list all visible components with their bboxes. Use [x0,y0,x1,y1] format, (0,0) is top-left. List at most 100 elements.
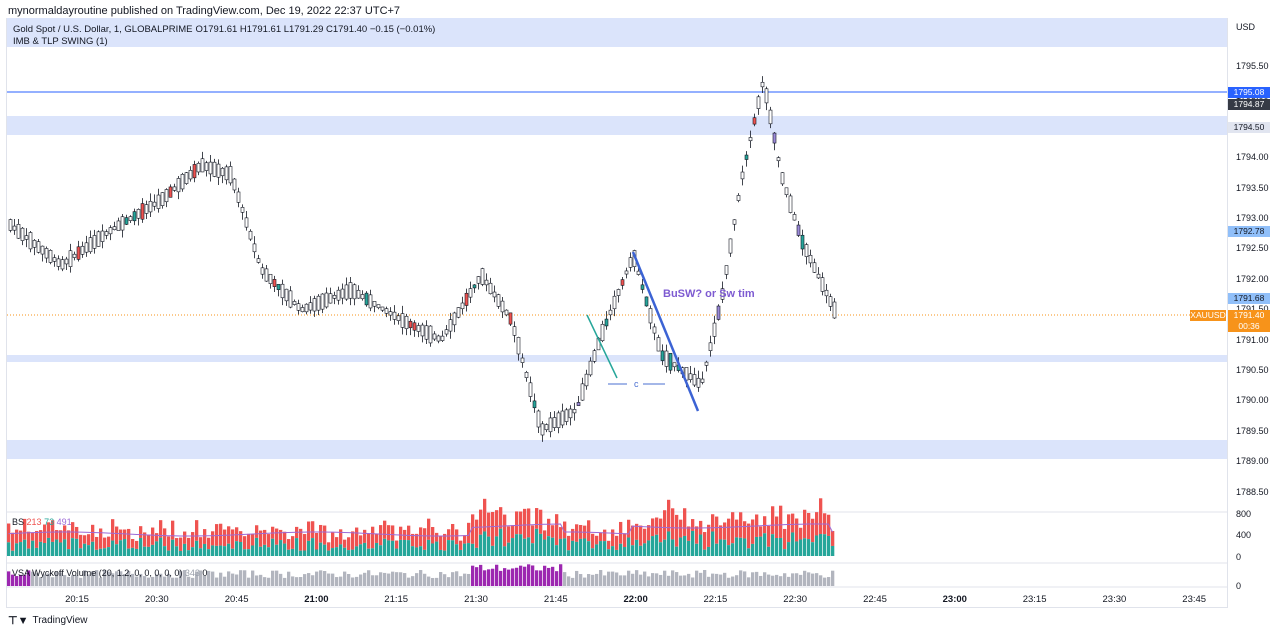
bs-bar-buy [175,546,179,556]
vsa-volume-bar [707,576,711,586]
candle-body [192,164,197,179]
candle-body [180,174,185,190]
bs-bar-sell [807,512,811,540]
bs-bar-buy [87,545,91,556]
vsa-volume-bar [375,575,379,586]
vsa-volume-bar [287,571,291,586]
vsa-volume-bar [363,572,367,586]
bs-bar-sell [395,540,399,549]
vsa-volume-bar [63,574,67,586]
bs-bar-buy [539,533,543,556]
bs-bar-buy [767,546,771,556]
bs-bar-buy [811,542,815,556]
legend-symbol[interactable]: Gold Spot / U.S. Dollar, 1, GLOBALPRIME [13,24,193,35]
vsa-volume-bar [747,577,751,586]
bs-bar-buy [439,549,443,556]
candle-body [272,279,277,287]
bs-bar-buy [551,537,555,556]
candle-body [276,284,281,290]
vsa-volume-bar [343,571,347,586]
vsa-volume-bar [527,564,531,586]
bs-bar-sell [771,506,775,535]
bs-bar-buy [507,542,511,556]
candle-body [772,132,777,144]
chart-legend[interactable]: Gold Spot / U.S. Dollar, 1, GLOBALPRIME O… [13,24,435,48]
bs-bar-buy [687,540,691,556]
candle-body [184,172,189,184]
vsa-volume-bar [535,570,539,586]
candle-body [60,259,65,270]
bs-bar-buy [51,541,55,556]
bs-bar-sell [419,527,423,547]
bs-bar-sell [447,529,451,541]
bs-bar-sell [527,508,531,538]
bs-bar-buy [91,541,95,556]
bs-bar-sell [243,536,247,550]
candle-body [560,410,565,426]
bs-bar-buy [471,543,475,556]
vsa-volume-bar [59,572,63,586]
vsa-volume-bar [411,576,415,586]
bs-bar-sell [47,522,51,538]
candle-body [444,329,449,335]
bs-bar-buy [595,544,599,556]
price-tick: 1792.00 [1236,273,1269,284]
candle-body [356,289,361,299]
vsa-volume-bar [791,573,795,586]
candle-body [344,284,349,300]
bs-bar-sell [223,529,227,547]
bs-bar-sell [711,514,715,532]
bs-bar-sell [491,511,495,546]
candle-body [44,248,49,259]
candle-body [660,350,665,361]
candle-body [636,270,641,275]
bs-bar-buy [495,536,499,556]
vsa-volume-bar [483,570,487,586]
bs-bar-sell [787,514,791,543]
bs-bar-buy [547,536,551,556]
candle-body [304,303,309,313]
bs-bar-sell [587,520,591,542]
vsa-volume-bar [803,570,807,586]
bs-bar-buy [239,541,243,556]
vsa-volume-bar [671,570,675,586]
candle-body [336,289,341,301]
bs-bar-buy [171,539,175,556]
candle-body [176,178,181,193]
bs-bar-sell [331,532,335,549]
time-tick: 21:00 [304,594,329,605]
bs-bar-buy [627,537,631,556]
price-tick: 1795.50 [1236,61,1269,71]
candle-body [208,161,213,175]
vsa-volume-bar [231,573,235,586]
bs-bar-sell [467,522,471,544]
candle-body [408,320,413,329]
price-tick: 1790.00 [1236,395,1269,406]
candle-body [364,292,369,306]
bs-bar-buy [379,545,383,556]
footer-brand[interactable]: ⊤▼ TradingView [8,614,88,627]
candle-body [564,409,569,422]
bs-bar-sell [103,537,107,549]
vsa-volume-bar [759,575,763,586]
candle-body [628,257,633,268]
vsa-volume-bar [35,573,39,586]
chart-annotation-text[interactable]: BuSW? or Sw tim [663,288,755,300]
bs-indicator-legend[interactable]: BS 213 73 491 [12,517,72,527]
bs-bar-sell [407,525,411,541]
bs-bar-sell [111,519,115,541]
candle-body [248,230,253,240]
bs-bar-buy [111,540,115,556]
c-range-label[interactable]: c [634,379,639,389]
candle-body [776,157,781,162]
legend-indicator[interactable]: IMB & TLP SWING (1) [13,36,108,47]
bs-bar-sell [691,519,695,531]
bs-bar-buy [467,543,471,556]
vsa-volume-bar [623,575,627,586]
bs-bar-buy [387,540,391,556]
vsa-indicator-legend[interactable]: VSA Wyckoff Volume (20, 1.2, 0, 0, 0, 0,… [12,568,207,578]
vsa-volume-bar [423,573,427,586]
vsa-volume-bar [135,576,139,586]
bs-bar-sell [35,530,39,548]
